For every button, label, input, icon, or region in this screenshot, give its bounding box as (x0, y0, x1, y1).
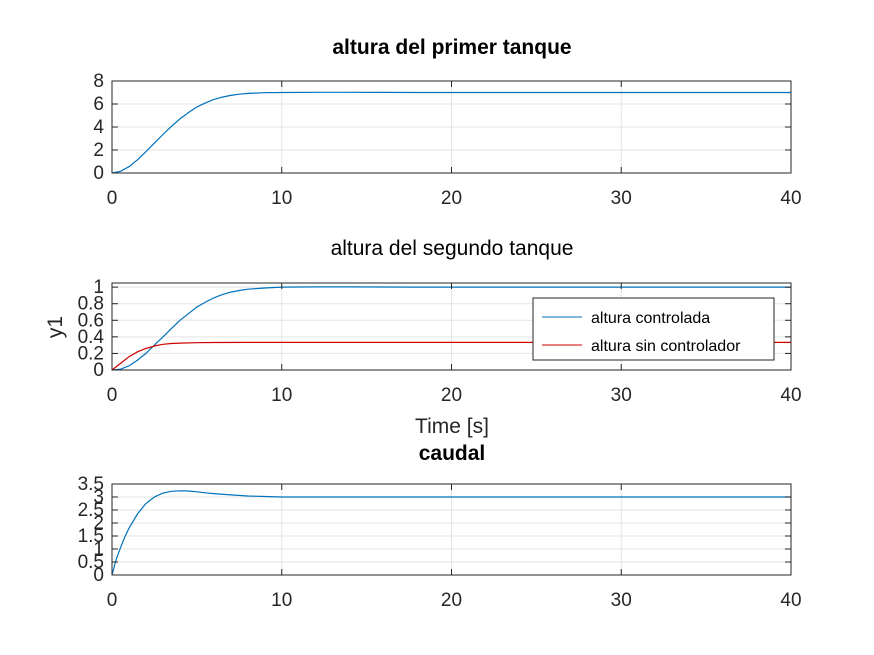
legend-label-altura-controlada: altura controlada (591, 310, 710, 327)
y-tick-label: 0.6 (78, 310, 104, 331)
y-tick-label: 2 (93, 140, 104, 161)
subplot-2-xlabel: Time [s] (415, 415, 489, 438)
x-tick-label: 30 (611, 385, 632, 406)
x-tick-label: 0 (107, 590, 118, 611)
subplot-2-title: altura del segundo tanque (331, 237, 574, 260)
y-tick-label: 0.2 (78, 343, 104, 364)
y-tick-label: 0.4 (78, 327, 105, 348)
x-tick-label: 20 (441, 188, 462, 209)
y-tick-label: 3.5 (78, 474, 104, 495)
x-tick-label: 10 (271, 590, 292, 611)
x-tick-label: 0 (107, 188, 118, 209)
y-tick-label: 8 (93, 71, 104, 92)
x-tick-label: 40 (780, 590, 801, 611)
x-tick-label: 20 (441, 590, 462, 611)
y-tick-label: 1 (93, 277, 104, 298)
x-tick-label: 0 (107, 385, 118, 406)
x-tick-label: 10 (271, 188, 292, 209)
subplot-caudal: 0 10 20 30 40 00.511.522.533.5 caudal (78, 442, 802, 611)
x-tick-label: 20 (441, 385, 462, 406)
series-line-series-1 (111, 91, 791, 174)
subplot-2-ylabel: y1 (44, 316, 67, 338)
legend-box (532, 297, 775, 361)
subplot-segundo-tanque: 0 10 20 30 40 00.20.40.60.81 altura del segun… (44, 237, 802, 438)
y-tick-label: 0 (93, 163, 104, 184)
legend-label-altura-sin-controlador: altura sin controlador (591, 338, 741, 355)
y-tick-label: 3 (93, 487, 104, 508)
axes-3: 0 10 20 30 40 00.511.522.533.5 (78, 474, 802, 611)
series-line-series-1 (111, 490, 791, 576)
y-tick-label: 1.5 (78, 526, 104, 547)
y-tick-label: 6 (93, 94, 104, 115)
y-tick-label: 2 (93, 513, 104, 534)
series-line-altura-controlada (111, 286, 791, 371)
y-tick-label: 0.8 (78, 294, 104, 315)
legend: altura controlada altura sin controlador (532, 297, 775, 361)
y-tick-label: 2.5 (78, 500, 104, 521)
x-tick-label: 40 (780, 385, 801, 406)
x-tick-label: 40 (780, 188, 801, 209)
y-tick-label: 0.5 (78, 552, 104, 573)
subplot-3-title: caudal (419, 442, 486, 465)
y-tick-label: 4 (93, 117, 104, 138)
y-tick-label: 0 (93, 360, 104, 381)
y-tick-label: 0 (93, 565, 104, 586)
x-tick-label: 30 (611, 590, 632, 611)
y-tick-label: 1 (93, 539, 104, 560)
subplot-1-title: altura del primer tanque (332, 36, 571, 59)
x-tick-label: 30 (611, 188, 632, 209)
x-tick-label: 10 (271, 385, 292, 406)
